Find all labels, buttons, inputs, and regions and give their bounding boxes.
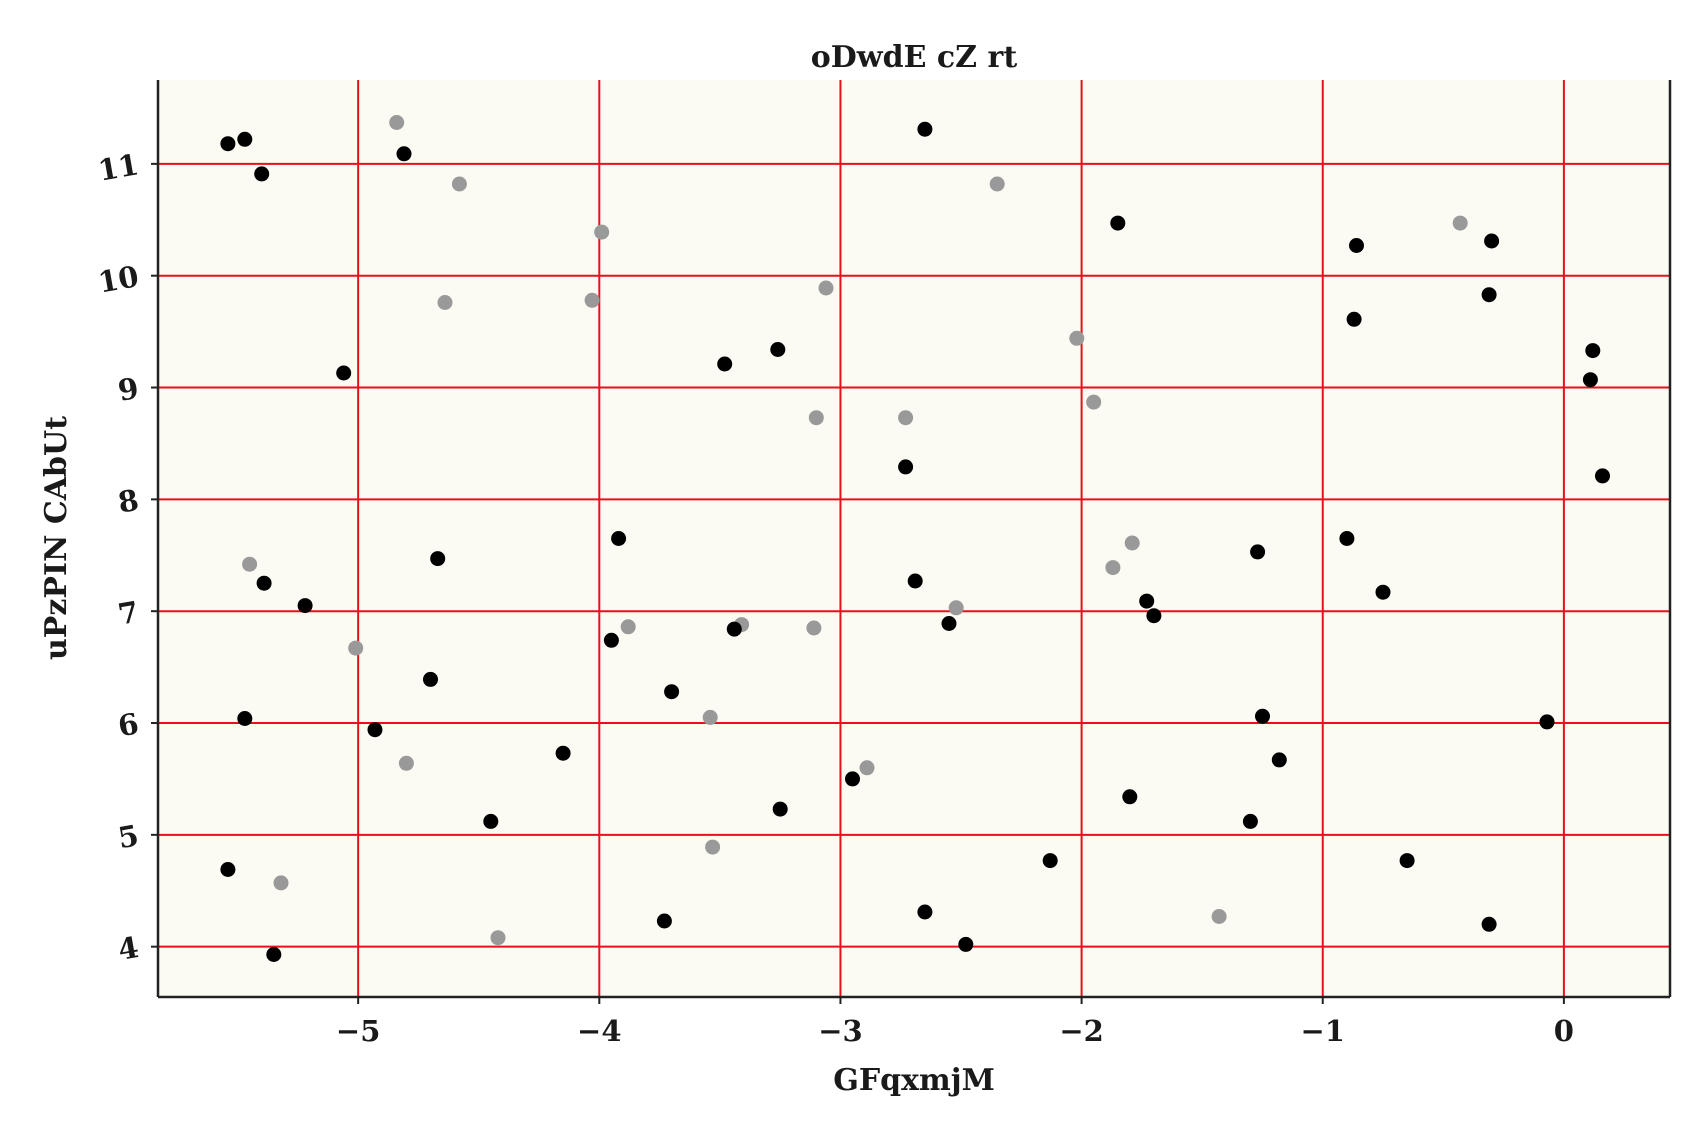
data-point bbox=[398, 755, 414, 771]
data-point bbox=[772, 801, 788, 817]
data-point bbox=[1110, 215, 1126, 231]
data-point bbox=[1585, 343, 1601, 359]
data-point bbox=[266, 947, 282, 962]
data-point bbox=[1452, 215, 1468, 231]
data-point bbox=[430, 551, 446, 567]
y-tick-label: 7 bbox=[115, 595, 141, 632]
x-tick-label: 0 bbox=[1554, 1014, 1574, 1048]
data-point bbox=[423, 671, 438, 687]
data-point bbox=[958, 936, 974, 952]
data-point bbox=[770, 342, 786, 357]
x-tick-label: −1 bbox=[1301, 1014, 1345, 1048]
data-point bbox=[490, 930, 506, 946]
x-tick-label: −2 bbox=[1059, 1014, 1103, 1048]
chart-title: oDwdE cZ rt bbox=[811, 40, 1018, 75]
data-point bbox=[483, 813, 499, 829]
data-point bbox=[256, 575, 272, 591]
y-tick-label: 4 bbox=[115, 930, 141, 967]
data-point bbox=[220, 862, 236, 877]
data-point bbox=[1211, 909, 1227, 924]
data-point bbox=[1086, 394, 1102, 410]
data-point bbox=[1255, 708, 1270, 724]
data-point bbox=[1399, 853, 1415, 869]
x-tick-label: −4 bbox=[577, 1014, 621, 1048]
y-tick-label: 6 bbox=[115, 706, 141, 743]
data-point bbox=[611, 531, 627, 546]
data-point bbox=[555, 745, 571, 761]
data-point bbox=[1582, 372, 1598, 388]
y-tick-label: 11 bbox=[96, 147, 142, 187]
data-point bbox=[1146, 608, 1162, 624]
data-point bbox=[437, 295, 453, 310]
data-point bbox=[1375, 584, 1391, 600]
data-point bbox=[273, 875, 289, 891]
data-point bbox=[948, 600, 964, 616]
data-point bbox=[237, 711, 253, 726]
data-point bbox=[1139, 593, 1155, 609]
grid-lines bbox=[158, 80, 1670, 997]
data-point bbox=[367, 722, 383, 738]
data-points bbox=[220, 115, 1610, 962]
data-point bbox=[1481, 287, 1497, 303]
data-point bbox=[717, 356, 733, 372]
data-point bbox=[603, 632, 619, 648]
y-axis-label: uPzPIN CAbUt bbox=[39, 416, 74, 660]
data-point bbox=[1481, 916, 1497, 932]
data-point bbox=[917, 121, 933, 137]
data-point bbox=[898, 410, 914, 426]
data-point bbox=[584, 292, 600, 308]
data-point bbox=[620, 619, 636, 635]
y-tick-label: 10 bbox=[96, 259, 142, 299]
data-point bbox=[705, 839, 721, 855]
data-point bbox=[941, 616, 957, 631]
axis-ticks: −5 −4 −3 −2 −1 0 4 5 6 7 8 9 10 11 bbox=[96, 147, 1574, 1048]
data-point bbox=[1122, 789, 1138, 805]
data-point bbox=[1595, 468, 1610, 484]
data-point bbox=[1339, 531, 1355, 546]
data-point bbox=[859, 760, 875, 776]
data-point bbox=[1250, 544, 1266, 560]
data-point bbox=[1105, 560, 1121, 576]
data-point bbox=[1069, 330, 1085, 346]
data-point bbox=[220, 136, 236, 152]
data-point bbox=[396, 146, 412, 162]
data-point bbox=[254, 166, 270, 182]
data-point bbox=[702, 709, 718, 725]
data-point bbox=[1271, 752, 1287, 768]
x-axis-label: GFqxmjM bbox=[833, 1063, 995, 1098]
data-point bbox=[1346, 311, 1362, 327]
data-point bbox=[1539, 714, 1555, 730]
data-point bbox=[1042, 853, 1058, 869]
data-point bbox=[242, 556, 258, 572]
data-point bbox=[297, 598, 313, 614]
data-point bbox=[1242, 813, 1258, 829]
data-point bbox=[656, 913, 672, 929]
data-point bbox=[907, 573, 923, 589]
data-point bbox=[806, 620, 822, 636]
y-tick-label: 8 bbox=[115, 483, 141, 520]
x-tick-label: −3 bbox=[818, 1014, 862, 1048]
data-point bbox=[808, 410, 824, 426]
plot-background bbox=[158, 80, 1670, 997]
data-point bbox=[989, 176, 1005, 192]
data-point bbox=[336, 365, 352, 381]
data-point bbox=[917, 904, 933, 920]
x-tick-label: −5 bbox=[336, 1014, 380, 1048]
data-point bbox=[1349, 238, 1364, 253]
data-point bbox=[818, 280, 834, 296]
y-tick-label: 5 bbox=[115, 818, 141, 855]
data-point bbox=[1124, 535, 1140, 551]
data-point bbox=[389, 115, 405, 130]
data-point bbox=[898, 459, 914, 475]
data-point bbox=[451, 176, 467, 192]
data-point bbox=[845, 771, 860, 787]
data-point bbox=[1484, 233, 1500, 249]
data-point bbox=[348, 640, 364, 656]
data-point bbox=[726, 621, 742, 637]
data-point bbox=[594, 224, 610, 240]
y-tick-label: 9 bbox=[115, 371, 141, 408]
data-point bbox=[664, 684, 680, 700]
data-point bbox=[237, 131, 253, 147]
